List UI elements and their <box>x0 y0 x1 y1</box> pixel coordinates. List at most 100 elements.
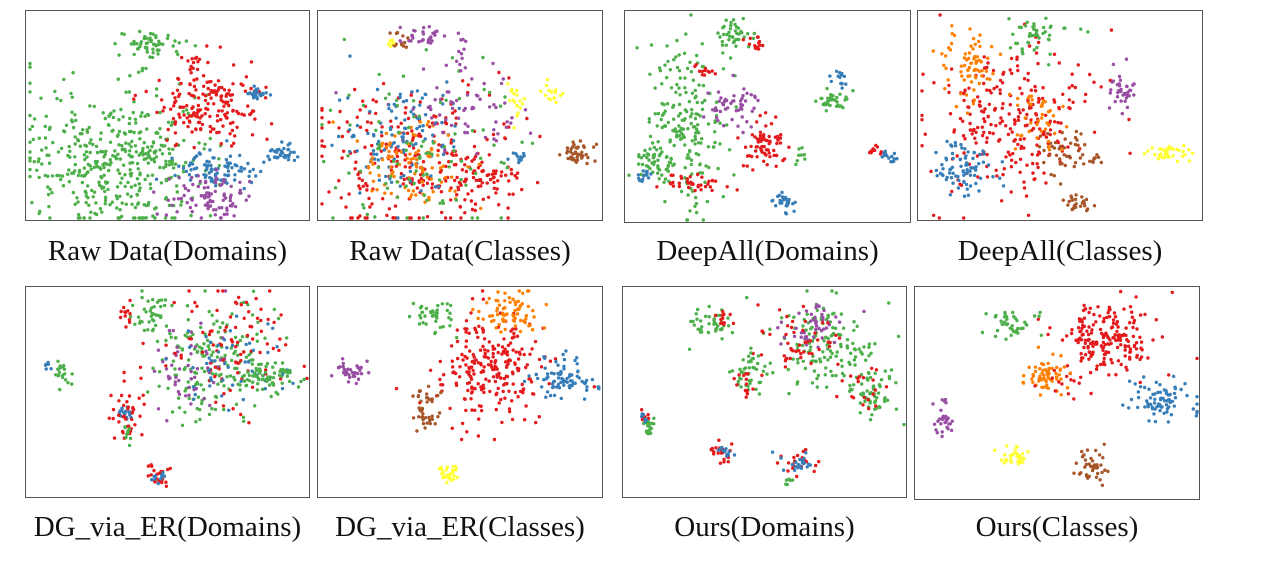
scatter-point-green <box>725 32 729 37</box>
scatter-point-red <box>758 133 763 138</box>
scatter-point-green <box>124 202 128 206</box>
scatter-point-green <box>150 328 155 333</box>
scatter-point-red <box>840 379 844 383</box>
scatter-point-blue <box>337 134 341 139</box>
scatter-point-red <box>358 108 362 112</box>
scatter-point-purple <box>779 320 784 324</box>
scatter-point-green <box>647 120 651 124</box>
scatter-point-green <box>658 152 662 156</box>
scatter-point-red <box>1090 328 1094 332</box>
scatter-point-red <box>437 143 441 147</box>
scatter-point-blue <box>784 204 788 208</box>
scatter-point-green <box>225 375 229 379</box>
scatter-point-red <box>322 144 327 149</box>
scatter-point-green <box>417 114 421 118</box>
scatter-point-green <box>1008 46 1013 50</box>
scatter-point-red <box>327 120 331 124</box>
scatter-point-red <box>240 112 244 116</box>
scatter-plot-dgvia-classes <box>330 289 601 485</box>
scatter-point-orange <box>490 314 495 318</box>
scatter-point-orange <box>355 139 359 143</box>
scatter-point-green <box>170 162 174 166</box>
scatter-point-green <box>716 324 720 328</box>
scatter-point-brown <box>1073 197 1078 202</box>
scatter-point-green <box>71 71 75 75</box>
scatter-point-green <box>677 86 681 90</box>
scatter-point-red <box>1079 318 1083 322</box>
scatter-point-purple <box>814 305 818 310</box>
scatter-point-purple <box>196 184 200 189</box>
scatter-point-green <box>1021 52 1025 56</box>
scatter-point-red <box>1007 112 1011 116</box>
scatter-point-red <box>250 133 255 137</box>
scatter-point-green <box>675 38 679 43</box>
scatter-point-green <box>720 337 724 341</box>
scatter-point-red <box>396 125 400 129</box>
scatter-point-red <box>374 100 378 104</box>
scatter-point-red <box>693 188 697 193</box>
scatter-point-green <box>700 171 705 175</box>
scatter-point-red <box>974 141 978 145</box>
scatter-point-green <box>87 203 91 207</box>
scatter-point-green <box>689 162 694 167</box>
scatter-point-green <box>73 169 77 173</box>
scatter-point-green <box>76 200 80 204</box>
scatter-point-green <box>643 148 647 153</box>
scatter-point-orange <box>968 27 972 31</box>
scatter-point-red <box>866 398 870 402</box>
scatter-point-red <box>492 175 496 179</box>
scatter-point-blue <box>330 143 334 147</box>
scatter-point-green <box>118 194 122 198</box>
scatter-point-green <box>286 369 290 374</box>
scatter-point-green <box>698 114 702 118</box>
scatter-point-green <box>836 332 841 337</box>
scatter-point-blue <box>892 159 896 164</box>
scatter-point-red <box>1036 100 1041 104</box>
scatter-point-green <box>648 147 652 151</box>
scatter-point-blue <box>275 150 279 154</box>
scatter-point-green <box>768 327 772 331</box>
scatter-point-red <box>929 169 933 174</box>
scatter-point-red <box>1134 347 1139 351</box>
scatter-point-red <box>496 373 501 377</box>
scatter-point-green <box>655 148 659 152</box>
scatter-point-green <box>683 108 687 112</box>
scatter-point-red <box>432 114 436 118</box>
scatter-point-purple <box>470 107 474 111</box>
scatter-point-red <box>239 82 243 86</box>
scatter-point-green <box>111 128 115 132</box>
scatter-point-red <box>456 187 461 192</box>
scatter-point-green <box>757 380 761 385</box>
scatter-point-green <box>75 196 79 200</box>
scatter-point-brown <box>581 154 585 158</box>
scatter-point-purple <box>749 93 753 97</box>
scatter-point-orange <box>1051 114 1056 118</box>
scatter-point-purple <box>1124 57 1129 61</box>
scatter-point-blue <box>974 181 978 186</box>
scatter-point-green <box>150 55 155 60</box>
scatter-point-orange <box>988 77 992 81</box>
scatter-point-green <box>32 117 37 121</box>
scatter-point-brown <box>388 31 392 35</box>
scatter-point-green <box>859 350 863 354</box>
scatter-point-red <box>947 90 951 95</box>
scatter-point-blue <box>646 176 651 180</box>
scatter-point-red <box>801 304 806 309</box>
scatter-point-blue <box>192 397 196 401</box>
scatter-point-red <box>391 216 395 220</box>
scatter-point-green <box>482 87 486 92</box>
scatter-point-red <box>208 130 213 134</box>
scatter-point-orange <box>1064 125 1069 129</box>
scatter-point-green <box>674 55 678 59</box>
scatter-point-brown <box>426 384 431 388</box>
scatter-point-blue <box>187 163 191 168</box>
scatter-point-green <box>173 367 177 371</box>
scatter-point-yellow <box>1166 147 1170 151</box>
scatter-point-red <box>215 119 220 123</box>
scatter-point-green <box>263 336 267 340</box>
scatter-point-yellow <box>510 87 514 92</box>
scatter-point-red <box>175 142 179 146</box>
scatter-point-red <box>1094 320 1098 324</box>
scatter-point-blue <box>208 175 212 180</box>
scatter-point-green <box>56 367 60 371</box>
